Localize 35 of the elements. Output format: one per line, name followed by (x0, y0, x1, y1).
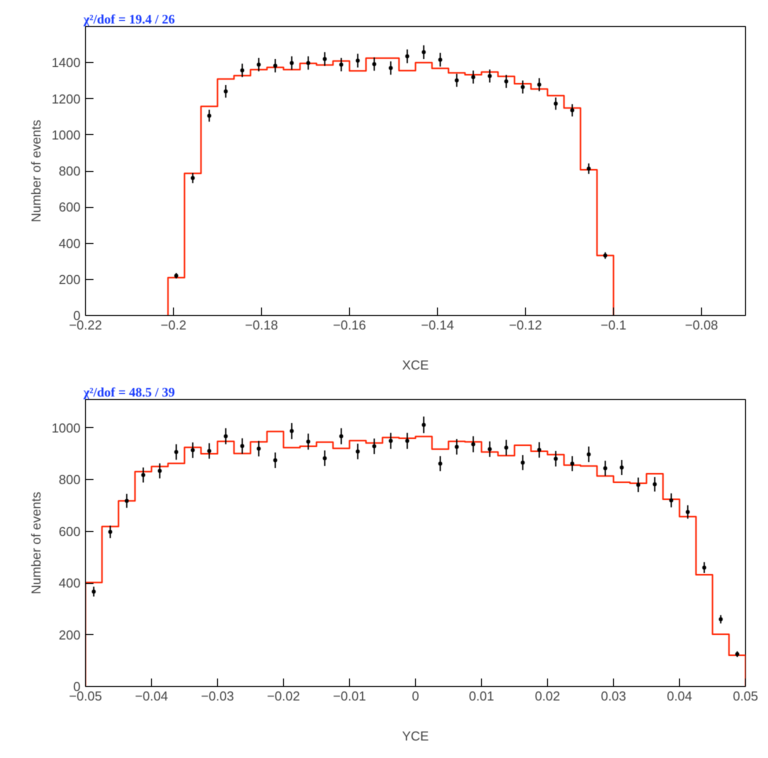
x-tick-label: −0.12 (509, 318, 542, 332)
y-tick-label: 600 (58, 524, 81, 539)
x-tick-label: −0.2 (160, 318, 186, 332)
y-tick-label: 1000 (52, 127, 80, 142)
y-axis-title: Number of events (28, 119, 44, 222)
y-tick-label: 800 (58, 164, 81, 178)
x-tick-label: −0.1 (600, 318, 626, 332)
x-tick-label: −0.16 (333, 318, 366, 332)
y-tick-label: 400 (58, 236, 81, 251)
x-tick-label: −0.18 (245, 318, 278, 332)
x-tick-label: −0.04 (135, 688, 168, 704)
y-tick-label: 200 (58, 627, 81, 642)
x-axis-title: XCE (402, 358, 430, 372)
y-tick-label: 200 (58, 272, 81, 287)
x-tick-label: −0.01 (333, 688, 366, 704)
y-axis-title: Number of events (28, 491, 44, 594)
chart-title: χ²/dof = 48.5 / 39 (82, 384, 176, 400)
x-tick-label: −0.02 (267, 688, 300, 704)
x-tick-label: 0.03 (600, 688, 626, 704)
x-tick-label: −0.14 (421, 318, 454, 332)
x-tick-label: 0 (412, 688, 420, 704)
y-tick-label: 600 (58, 200, 81, 215)
x-tick-label: 0.04 (666, 688, 692, 704)
x-tick-label: 0.02 (534, 688, 560, 704)
x-axis-title: YCE (402, 728, 430, 744)
y-tick-label: 800 (58, 472, 81, 488)
x-tick-label: −0.08 (685, 318, 718, 332)
chart-title: χ²/dof = 19.4 / 26 (82, 12, 176, 26)
y-tick-label: 1400 (52, 55, 80, 70)
y-tick-label: 1000 (52, 420, 80, 436)
x-tick-label: −0.03 (201, 688, 234, 704)
y-tick-label: 1200 (52, 91, 80, 106)
x-tick-label: 0.01 (468, 688, 494, 704)
x-tick-label: 0.05 (732, 688, 758, 704)
y-tick-label: 400 (58, 576, 81, 591)
